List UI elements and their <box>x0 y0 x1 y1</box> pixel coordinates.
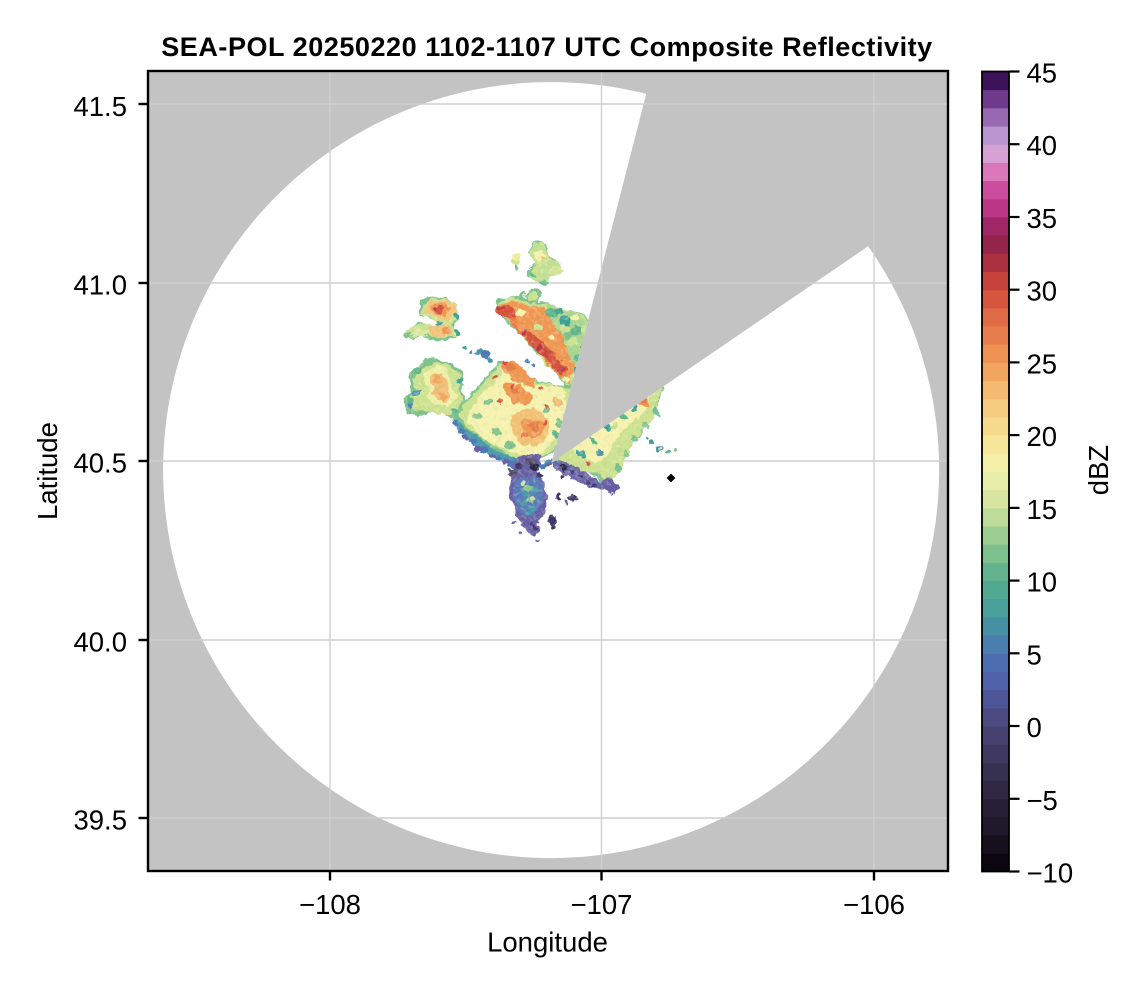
svg-text:40.0: 40.0 <box>73 627 127 658</box>
svg-text:15: 15 <box>1027 494 1058 525</box>
svg-text:5: 5 <box>1027 639 1042 670</box>
svg-text:−5: −5 <box>1027 785 1058 816</box>
svg-text:dBZ: dBZ <box>1083 445 1114 495</box>
svg-text:39.5: 39.5 <box>73 805 127 836</box>
svg-text:−108: −108 <box>299 889 361 920</box>
svg-text:−107: −107 <box>571 889 633 920</box>
svg-text:40.5: 40.5 <box>73 448 127 479</box>
svg-text:30: 30 <box>1027 276 1058 307</box>
svg-text:Longitude: Longitude <box>487 927 608 958</box>
svg-text:25: 25 <box>1027 348 1058 379</box>
svg-text:10: 10 <box>1027 567 1058 598</box>
svg-text:−10: −10 <box>1027 858 1074 889</box>
svg-text:20: 20 <box>1027 421 1058 452</box>
svg-text:45: 45 <box>1027 58 1058 89</box>
svg-text:40: 40 <box>1027 130 1058 161</box>
svg-text:35: 35 <box>1027 203 1058 234</box>
svg-text:0: 0 <box>1027 712 1042 743</box>
svg-text:41.0: 41.0 <box>73 270 127 301</box>
svg-text:Latitude: Latitude <box>32 422 63 520</box>
svg-text:41.5: 41.5 <box>73 91 127 122</box>
svg-text:SEA-POL 20250220 1102-1107 UTC: SEA-POL 20250220 1102-1107 UTC Composite… <box>161 32 933 62</box>
svg-text:−106: −106 <box>843 889 905 920</box>
